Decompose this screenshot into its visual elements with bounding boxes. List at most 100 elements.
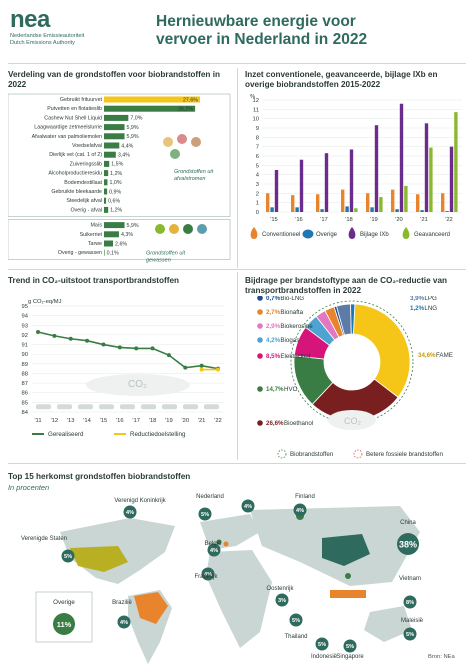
car-icon bbox=[141, 404, 156, 410]
country-name: Frankrijk bbox=[194, 574, 218, 580]
org-name: Nederlandse Emissieautoriteit Dutch Emis… bbox=[10, 33, 84, 47]
slice-name: Biogas bbox=[280, 337, 299, 344]
group-label: Grondstoffen uit gewassen bbox=[146, 251, 186, 263]
pie-slice-lng bbox=[350, 303, 356, 335]
data-point bbox=[117, 345, 122, 350]
group-frame bbox=[8, 93, 231, 217]
y-tick-label: 85 bbox=[22, 400, 28, 406]
y-tick-label: 8 bbox=[256, 135, 259, 141]
y-tick-label: 0 bbox=[256, 210, 259, 216]
slice-value: 4,2% bbox=[266, 337, 281, 344]
bar bbox=[104, 105, 196, 112]
y-tick-label: 12 bbox=[253, 98, 259, 104]
country-percent: 4% bbox=[244, 504, 252, 510]
fuel-icon bbox=[257, 386, 263, 392]
country-marker bbox=[289, 613, 303, 627]
data-point bbox=[216, 367, 220, 372]
slice-name: Bio-LNG bbox=[280, 296, 304, 302]
x-tick-label: '18 bbox=[345, 217, 353, 223]
country-marker bbox=[397, 533, 419, 555]
bar-conventioneel bbox=[291, 195, 295, 212]
bar-category-label: Overig - afval bbox=[71, 207, 103, 213]
y-tick-label: 87 bbox=[22, 381, 28, 387]
y-tick-label: 91 bbox=[22, 343, 28, 349]
x-tick-label: '15 bbox=[270, 217, 278, 223]
country-percent: 4% bbox=[120, 620, 128, 626]
x-tick-label: '14 bbox=[83, 418, 91, 424]
bar-overige bbox=[295, 207, 299, 212]
legend-label: Geavanceerd bbox=[414, 232, 450, 238]
divider-2 bbox=[8, 269, 466, 270]
country-germany bbox=[223, 541, 229, 547]
bar bbox=[104, 231, 119, 238]
x-tick-label: '17 bbox=[132, 418, 140, 424]
vertical-divider-mid bbox=[237, 272, 238, 460]
biofuel-outline bbox=[290, 300, 414, 424]
co2-label: CO₂ bbox=[344, 416, 362, 426]
country-percent: 4% bbox=[296, 508, 304, 514]
waste-icon bbox=[191, 137, 201, 147]
bar-value-label: 5,9% bbox=[127, 125, 139, 131]
legend-label: Betere fossiele brandstoffen bbox=[366, 451, 443, 458]
group-frame bbox=[8, 219, 231, 260]
slice-name: LNG bbox=[424, 305, 437, 312]
series-line-gerealiseerd bbox=[37, 331, 219, 370]
y-tick-label: 5 bbox=[256, 163, 259, 169]
country-name: Oostenrijk bbox=[266, 586, 294, 592]
country-marker bbox=[61, 549, 75, 563]
bar-category-label: Dierlijk vet (cat. 1 of 2) bbox=[49, 152, 102, 158]
country-percent: 3% bbox=[278, 598, 286, 604]
slice-name: HVO bbox=[284, 386, 298, 393]
leaf-drop-icon bbox=[402, 227, 410, 239]
bijdrage-title: Bijdrage per brandstoftype aan de CO₂-re… bbox=[245, 276, 448, 295]
group-label: Grondstoffen uit afvalstromen bbox=[174, 169, 214, 182]
world-map: 4% Verenigd Koninkrijk 5% Nederland 4% Duitsl… bbox=[21, 492, 424, 664]
legend-swatch bbox=[277, 449, 287, 459]
crop-icon bbox=[155, 224, 165, 234]
bar bbox=[104, 188, 108, 195]
bar-category-label: Zuiveringsslib bbox=[70, 161, 102, 167]
co2-cloud-icon bbox=[328, 410, 376, 430]
bar-value-label: 1,2% bbox=[110, 208, 122, 214]
country-percent: 5% bbox=[201, 512, 209, 518]
slice-name: Bioethanol bbox=[284, 420, 313, 427]
bar bbox=[104, 114, 129, 121]
bar-value-label: 2,6% bbox=[115, 241, 127, 247]
waste-icon bbox=[163, 137, 173, 147]
data-point bbox=[36, 330, 40, 335]
inzet-chart: %0123456789101112'15'16'17'18'19'20'21'2… bbox=[250, 94, 462, 239]
vertical-divider-top bbox=[237, 68, 238, 268]
x-tick-label: '16 bbox=[295, 217, 303, 223]
bar-overige bbox=[420, 210, 424, 212]
car-icon bbox=[57, 404, 72, 410]
y-tick-label: 6 bbox=[256, 154, 259, 160]
bar-value-label: 5,9% bbox=[127, 223, 139, 229]
country-vietnam bbox=[345, 573, 351, 579]
bar bbox=[104, 151, 116, 158]
bar-value-label: 1,5% bbox=[111, 162, 123, 168]
nea-logo: nea bbox=[10, 6, 50, 33]
bar bbox=[104, 197, 107, 204]
country-marker bbox=[201, 567, 215, 581]
bar-overige bbox=[370, 207, 374, 212]
trend-chart: g CO₂-eq/MJ 84 85 86 87 88 89 90 91 92 93 94 95 CO₂ '1… bbox=[22, 299, 224, 438]
slice-name: Biokerosine bbox=[280, 323, 313, 330]
bar-value-label: 0,1% bbox=[107, 251, 119, 257]
bar bbox=[104, 249, 105, 256]
leaf-drop-icon bbox=[348, 227, 356, 239]
country-name: Verenigd Koninkrijk bbox=[114, 498, 166, 504]
data-point bbox=[150, 346, 155, 351]
y-tick-label: 3 bbox=[256, 182, 259, 188]
slice-value: 2,7% bbox=[266, 309, 281, 316]
bar-bijlage-ixb bbox=[349, 149, 354, 212]
data-point bbox=[68, 336, 73, 341]
pie-slice-fame bbox=[352, 303, 411, 398]
data-point bbox=[101, 342, 106, 347]
bar-value-label: 5,9% bbox=[127, 134, 139, 140]
country-netherlands bbox=[216, 539, 222, 545]
bar-category-label: Gebruikt frituurvet bbox=[60, 97, 103, 103]
org-line-1: Nederlandse Emissieautoriteit bbox=[10, 33, 85, 39]
bar-category-label: Gebruikte bleekaarde bbox=[51, 189, 102, 195]
bar-value-label: 3,4% bbox=[118, 153, 130, 159]
crop-icon bbox=[183, 224, 193, 234]
